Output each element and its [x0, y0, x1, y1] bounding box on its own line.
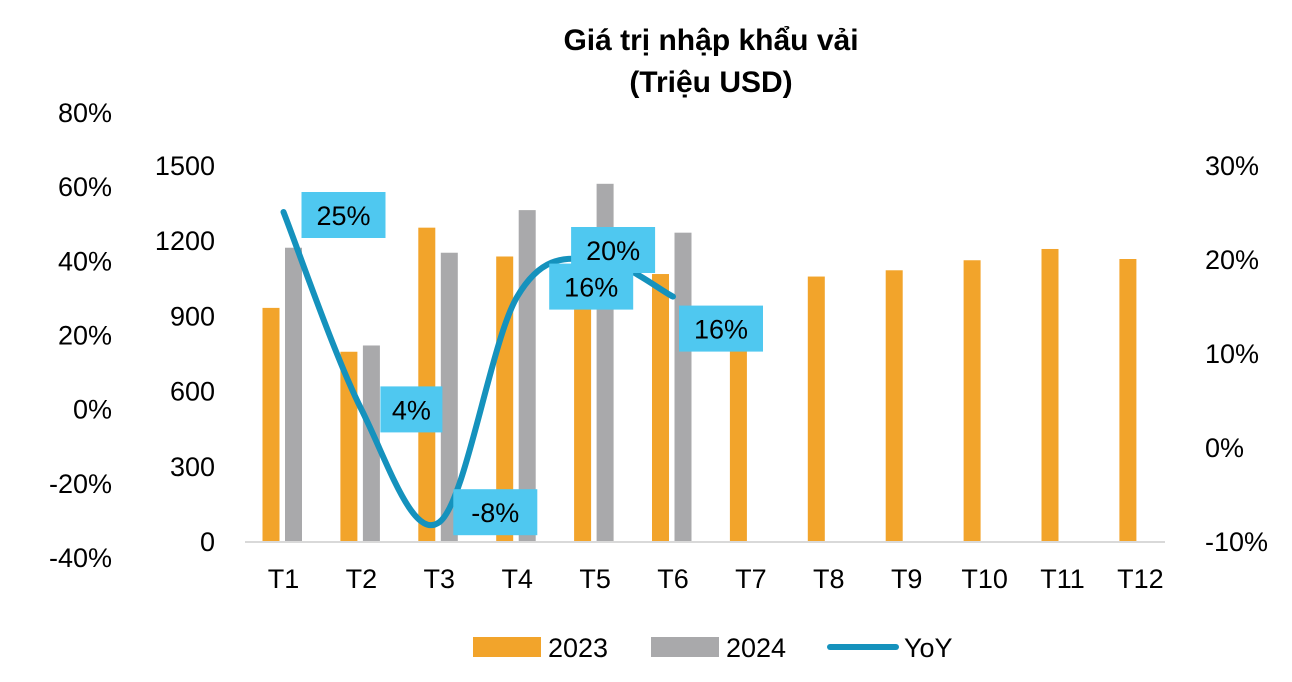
bar-2024-T2 [362, 345, 380, 541]
yoy-label-box [380, 386, 443, 433]
x-tick-label: T10 [961, 564, 1008, 594]
left-tick-label: 1200 [155, 226, 215, 256]
bars [262, 183, 1137, 542]
yoy-label-box [679, 305, 763, 352]
bar-2024-T6 [674, 232, 692, 541]
left-tick-label: 900 [170, 301, 215, 331]
legend-swatch-2024 [651, 637, 719, 657]
bar-2024-T3 [440, 252, 458, 541]
x-tick-label: T6 [657, 564, 689, 594]
bar-2023-T7 [729, 306, 747, 541]
left-outer-tick-label: -40% [49, 543, 112, 573]
left-outer-tick-label: 20% [58, 321, 112, 351]
yoy-data-label: 16% [694, 315, 748, 345]
left-outer-tick-label: 0% [73, 395, 112, 425]
legend-swatch-2023 [473, 637, 541, 657]
left-axis: 0 300 600 900 1200 1500 [155, 151, 215, 557]
yoy-data-label: 20% [586, 236, 640, 266]
left-outer-tick-label: 80% [58, 98, 112, 128]
left-tick-label: 300 [170, 452, 215, 482]
yoy-label-box [571, 227, 656, 273]
legend: 2023 2024 YoY [473, 633, 953, 663]
bar-2023-T12 [1119, 259, 1137, 541]
x-tick-label: T4 [501, 564, 533, 594]
legend-label-2023: 2023 [548, 633, 608, 663]
right-tick-label: 0% [1205, 433, 1244, 463]
legend-label-yoy: YoY [904, 633, 953, 663]
x-tick-label: T3 [424, 564, 456, 594]
bar-2023-T3 [418, 227, 436, 541]
yoy-data-label: -8% [471, 498, 519, 528]
left-outer-axis: -40% -20% 0% 20% 40% 60% 80% [49, 98, 112, 573]
x-tick-label: T9 [891, 564, 923, 594]
right-tick-label: 30% [1205, 151, 1259, 181]
bar-2024-T1 [285, 247, 302, 541]
bar-2023-T11 [1041, 248, 1059, 541]
left-outer-tick-label: -20% [49, 469, 112, 499]
bar-2023-T1 [262, 307, 280, 541]
right-tick-label: 20% [1205, 245, 1259, 275]
bar-2023-T6 [652, 274, 669, 541]
right-axis: -10% 0% 10% 20% 30% [1205, 151, 1268, 557]
yoy-data-label: 16% [564, 273, 618, 303]
x-tick-label: T8 [813, 564, 845, 594]
x-tick-label: T7 [735, 564, 767, 594]
left-outer-tick-label: 40% [58, 246, 112, 276]
right-tick-label: 10% [1205, 339, 1259, 369]
bar-2023-T9 [885, 270, 903, 541]
left-tick-label: 0 [200, 527, 215, 557]
yoy-label-box [301, 192, 386, 238]
yoy-data-label: 25% [316, 201, 370, 231]
x-tick-label: T1 [268, 564, 300, 594]
right-tick-label: -10% [1205, 527, 1268, 557]
left-tick-label: 600 [170, 377, 215, 407]
bar-2023-T8 [807, 276, 825, 541]
yoy-label-box [453, 489, 538, 536]
bar-2023-T5 [574, 252, 592, 541]
x-tick-label: T2 [346, 564, 378, 594]
yoy-data-labels: 25% 4% -8% 16% 20% 16% [301, 192, 763, 536]
x-tick-label: T5 [579, 564, 611, 594]
yoy-data-label: 4% [392, 395, 431, 425]
x-tick-label: T11 [1040, 564, 1085, 594]
legend-label-2024: 2024 [726, 633, 786, 663]
chart-title: Giá trị nhập khẩu vải [563, 24, 858, 57]
bar-2023-T10 [963, 260, 981, 541]
left-outer-tick-label: 60% [58, 172, 112, 202]
bar-2023-T4 [496, 256, 514, 541]
chart-subtitle: (Triệu USD) [629, 66, 792, 99]
left-tick-label: 1500 [155, 151, 215, 181]
x-tick-label: T12 [1117, 564, 1164, 594]
x-axis: T1 T2 T3 T4 T5 T6 T7 T8 T9 T10 T11 T12 [268, 564, 1164, 594]
